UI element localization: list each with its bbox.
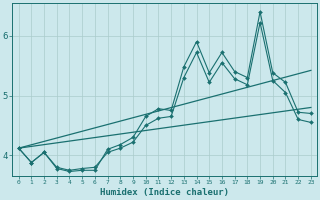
X-axis label: Humidex (Indice chaleur): Humidex (Indice chaleur) <box>100 188 229 197</box>
